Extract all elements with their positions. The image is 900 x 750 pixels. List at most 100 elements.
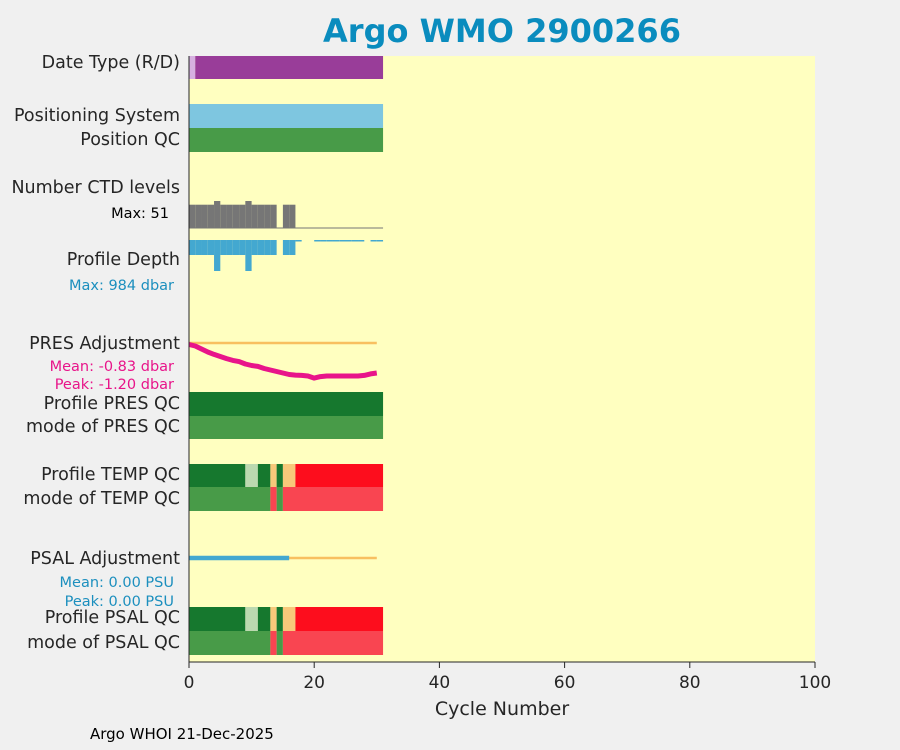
x-tick-label: 80 xyxy=(678,673,701,693)
ctd-levels-bar xyxy=(251,204,258,228)
profile-depth-bar xyxy=(289,240,296,255)
profile-depth-bar xyxy=(214,240,221,271)
label-profile-pres-qc: Profile PRES QC xyxy=(43,394,180,414)
ctd-levels-bar xyxy=(201,204,208,228)
profile-depth-bar xyxy=(245,240,252,271)
profile-psal-qc-segment xyxy=(270,607,277,631)
label-position-qc: Position QC xyxy=(80,130,180,150)
chart-marks xyxy=(188,56,384,655)
profile-temp-qc-segment xyxy=(245,464,258,487)
mode-temp-qc-segment xyxy=(189,487,271,511)
footer-credit: Argo WHOI 21-Dec-2025 xyxy=(90,725,274,743)
profile-depth-bar xyxy=(345,240,352,242)
profile-depth-bar xyxy=(282,240,290,255)
ctd-levels-bar xyxy=(245,201,252,228)
profile-depth-bar xyxy=(251,240,258,255)
profile-depth-bar xyxy=(239,240,246,255)
profile-depth-bar xyxy=(270,240,277,255)
x-axis-label: Cycle Number xyxy=(434,698,570,720)
date-type-segment xyxy=(195,56,384,79)
mode-psal-qc-segment xyxy=(276,631,283,655)
profile-depth-bar xyxy=(339,240,346,242)
profile-psal-qc-segment xyxy=(257,607,271,631)
ctd-levels-bar xyxy=(226,204,233,228)
ctd-levels-bar xyxy=(214,201,221,228)
profile-depth-bar xyxy=(358,240,365,242)
profile-psal-qc-segment xyxy=(245,607,258,631)
label-psal-adjustment: PSAL Adjustment xyxy=(30,549,180,569)
profile-depth-bar xyxy=(195,240,202,255)
profile-depth-bar xyxy=(226,240,233,255)
mode-temp-qc-segment xyxy=(282,487,384,511)
mode-pres-qc-segment xyxy=(189,416,384,439)
x-tick-label: 20 xyxy=(303,673,326,693)
positioning-system-segment xyxy=(189,104,384,128)
mode-temp-qc-segment xyxy=(270,487,277,511)
mode-psal-qc-segment xyxy=(189,631,271,655)
profile-depth-bar xyxy=(264,240,271,255)
ctd-levels-bar xyxy=(264,204,271,228)
profile-depth-bar xyxy=(370,240,377,242)
profile-depth-bar xyxy=(207,240,215,255)
profile-depth-bar xyxy=(332,240,340,242)
profile-temp-qc-segment xyxy=(282,464,296,487)
profile-psal-qc-segment xyxy=(282,607,296,631)
profile-depth-bar xyxy=(257,240,265,255)
ctd-max-label: Max: 51 xyxy=(111,206,169,222)
ctd-levels-bar xyxy=(239,204,246,228)
label-mode-temp-qc: mode of TEMP QC xyxy=(23,489,180,509)
label-profile-temp-qc: Profile TEMP QC xyxy=(41,465,180,485)
chart-title: Argo WMO 2900266 xyxy=(323,12,681,50)
profile-temp-qc-segment xyxy=(270,464,277,487)
profile-psal-qc-segment xyxy=(189,607,246,631)
ctd-levels-bar xyxy=(289,204,296,228)
ctd-levels-bar xyxy=(270,204,277,228)
ctd-levels-bar xyxy=(232,204,240,228)
x-ticks xyxy=(188,662,816,668)
profile-depth-bar xyxy=(326,240,333,242)
profile-pres-qc-segment xyxy=(189,392,384,416)
ctd-levels-bar xyxy=(257,204,265,228)
profile-temp-qc-segment xyxy=(189,464,246,487)
x-tick-label: 100 xyxy=(798,673,832,693)
psal-peak-label: Peak: 0.00 PSU xyxy=(64,594,174,610)
profile-depth-bar xyxy=(320,240,327,242)
profile-temp-qc-segment xyxy=(295,464,384,487)
label-number-ctd-levels: Number CTD levels xyxy=(11,178,180,198)
pres-peak-label: Peak: -1.20 dbar xyxy=(54,377,174,393)
profile-depth-bar xyxy=(376,240,384,242)
depth-max-label: Max: 984 dbar xyxy=(68,278,174,294)
pres-mean-label: Mean: -0.83 dbar xyxy=(49,359,174,375)
label-positioning-system: Positioning System xyxy=(13,106,180,126)
date-type-segment xyxy=(189,56,196,79)
x-tick-label: 60 xyxy=(553,673,576,693)
profile-temp-qc-segment xyxy=(276,464,283,487)
label-mode-pres-qc: mode of PRES QC xyxy=(25,417,180,437)
label-profile-psal-qc: Profile PSAL QC xyxy=(44,608,180,628)
label-profile-depth: Profile Depth xyxy=(66,250,180,270)
profile-psal-qc-segment xyxy=(276,607,283,631)
ctd-levels-bar xyxy=(189,204,196,228)
profile-depth-bar xyxy=(314,240,321,242)
position-qc-segment xyxy=(189,128,384,152)
ctd-levels-bar xyxy=(220,204,227,228)
label-mode-psal-qc: mode of PSAL QC xyxy=(27,633,180,653)
profile-depth-bar xyxy=(295,240,302,242)
plot-area xyxy=(189,56,815,662)
profile-depth-bar xyxy=(220,240,227,255)
x-tick-label: 40 xyxy=(428,673,451,693)
profile-temp-qc-segment xyxy=(257,464,271,487)
profile-psal-qc-segment xyxy=(295,607,384,631)
profile-depth-bar xyxy=(351,240,359,242)
label-date-type: Date Type (R/D) xyxy=(41,53,180,73)
ctd-levels-bar xyxy=(282,204,290,228)
mode-psal-qc-segment xyxy=(270,631,277,655)
ctd-levels-bar xyxy=(195,204,202,228)
psal-mean-label: Mean: 0.00 PSU xyxy=(59,575,174,591)
label-pres-adjustment: PRES Adjustment xyxy=(29,334,180,354)
profile-depth-bar xyxy=(189,240,196,255)
ctd-levels-bar xyxy=(207,204,215,228)
mode-temp-qc-segment xyxy=(276,487,283,511)
x-tick-label: 0 xyxy=(183,673,195,693)
